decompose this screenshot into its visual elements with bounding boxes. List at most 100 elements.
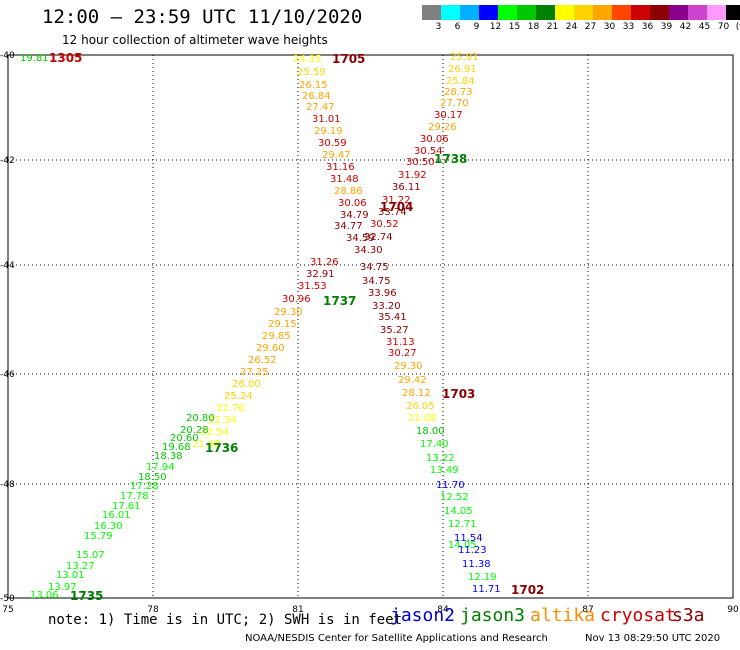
wave-height-value: 31.92	[398, 170, 427, 181]
wave-height-value: 30.06	[420, 134, 449, 145]
lon-tick-label: 81	[292, 605, 303, 615]
wave-height-value: 13.49	[430, 465, 459, 476]
satellite-name: altika	[530, 605, 596, 626]
wave-height-value: 27.70	[440, 98, 469, 109]
lon-tick-label: 90	[727, 605, 739, 615]
wave-height-value: 31.13	[386, 337, 415, 348]
color-swatch	[726, 5, 740, 20]
wave-height-value: 29.30	[274, 307, 303, 318]
color-bar-label: 42	[679, 22, 692, 32]
lat-tick-label: -50	[0, 594, 15, 604]
lat-tick-label: -48	[0, 480, 15, 490]
color-swatch	[574, 5, 593, 20]
wave-height-value: 28.12	[402, 388, 431, 399]
wave-height-value: 22.34	[208, 415, 237, 426]
wave-height-value: 15.79	[84, 531, 113, 542]
wave-height-value: 34.77	[334, 221, 363, 232]
map-frame	[7, 54, 734, 599]
wave-height-value: 30.59	[318, 138, 347, 149]
wave-height-value: 29.26	[428, 122, 457, 133]
color-swatch	[631, 5, 650, 20]
color-bar-label: 3	[435, 22, 442, 32]
wave-height-value: 30.27	[388, 348, 417, 359]
color-swatch	[422, 5, 441, 20]
wave-height-value: 30.96	[282, 294, 311, 305]
lon-tick-label: 87	[582, 605, 593, 615]
page-subtitle: 12 hour collection of altimeter wave hei…	[62, 33, 328, 47]
wave-height-value: 27.47	[306, 102, 335, 113]
wave-height-value: 13.01	[56, 570, 85, 581]
color-bar-label: 45	[698, 22, 711, 32]
wave-height-value: 20.60	[170, 433, 199, 444]
wave-height-value: 34.59	[346, 233, 375, 244]
wave-height-value: 30.06	[338, 198, 367, 209]
wave-height-value: 26.15	[299, 80, 328, 91]
wave-height-value: 18.50	[138, 472, 167, 483]
satellite-name: jason3	[460, 605, 526, 626]
wave-height-value: 12.71	[448, 519, 477, 530]
lat-tick-label: -44	[0, 261, 15, 271]
wave-height-value: 11.23	[458, 545, 487, 556]
wave-height-value: 26.05	[406, 401, 435, 412]
color-swatch	[441, 5, 460, 20]
wave-height-value: 14.05	[444, 506, 473, 517]
wave-height-value: 33.74	[378, 207, 407, 218]
pass-time-label: 1704	[380, 200, 413, 214]
lon-tick-label: 75	[2, 605, 13, 615]
wave-height-value: 13.22	[426, 453, 455, 464]
color-swatch	[688, 5, 707, 20]
color-swatch	[707, 5, 726, 20]
wave-height-value: 31.01	[312, 114, 341, 125]
map-grid	[8, 55, 733, 598]
lat-tick-label: -42	[0, 156, 15, 166]
wave-height-value: 31.53	[298, 281, 327, 292]
pass-time-label: 1737	[323, 294, 356, 308]
wave-height-values: 19.81 24.35 25.59 26.1526.8427.4731.0129.19…	[20, 52, 501, 601]
wave-height-value: 33.96	[368, 288, 397, 299]
wave-height-value: 29.42	[398, 375, 427, 386]
pass-time-label: 1735	[70, 589, 103, 603]
wave-height-value: 22.76	[216, 403, 245, 414]
wave-height-value: 14.05	[448, 540, 477, 551]
wave-height-value: 26.52	[248, 355, 277, 366]
lat-tick-label: -46	[0, 370, 15, 380]
pass-time-label: 1702	[511, 583, 544, 597]
wave-height-value: 34.79	[340, 210, 369, 221]
wave-height-value: 29.30	[394, 361, 423, 372]
wave-height-value: 33.20	[372, 301, 401, 312]
wave-height-value: 19.81	[20, 53, 49, 64]
color-bar-label: 30	[603, 22, 616, 32]
axis-tick-labels: 75 78 81 84 87 90 -40 -42 -44 -46 -48 -50	[0, 51, 739, 615]
wave-height-value: 30.17	[434, 110, 463, 121]
color-swatch	[479, 5, 498, 20]
satellite-name: cryosat	[600, 605, 676, 626]
wave-height-value: 12.19	[468, 572, 497, 583]
wave-height-value: 17.40	[420, 439, 449, 450]
color-swatch	[555, 5, 574, 20]
wave-height-value: 29.19	[314, 126, 343, 137]
color-swatch	[536, 5, 555, 20]
lon-tick-label: 78	[147, 605, 159, 615]
satellite-name: jason2	[390, 605, 456, 626]
color-swatch	[669, 5, 688, 20]
wave-height-value: 26.00	[232, 379, 261, 390]
color-bar-label: 9	[473, 22, 480, 32]
wave-height-value: 20.28	[180, 425, 209, 436]
wave-height-value: 16.30	[94, 521, 123, 532]
wave-height-value: 25.59	[297, 67, 326, 78]
wave-height-value: 32.91	[306, 269, 335, 280]
wave-height-value: 25.84	[446, 76, 475, 87]
wave-height-value: 18.00	[416, 426, 445, 437]
wave-height-value: 11.71	[472, 584, 501, 595]
color-bar-label: 21	[546, 22, 559, 32]
color-bar-label: 39	[660, 22, 673, 32]
wave-height-value: 29.47	[322, 150, 351, 161]
color-bar-label: 33	[622, 22, 635, 32]
wave-height-value: 29.60	[256, 343, 285, 354]
pass-time-label: 1703	[442, 387, 475, 401]
wave-height-value: 28.73	[444, 87, 473, 98]
wave-height-value: 21.08	[408, 413, 437, 424]
wave-height-value: 13.27	[66, 561, 95, 572]
lon-tick-label: 84	[437, 605, 449, 615]
